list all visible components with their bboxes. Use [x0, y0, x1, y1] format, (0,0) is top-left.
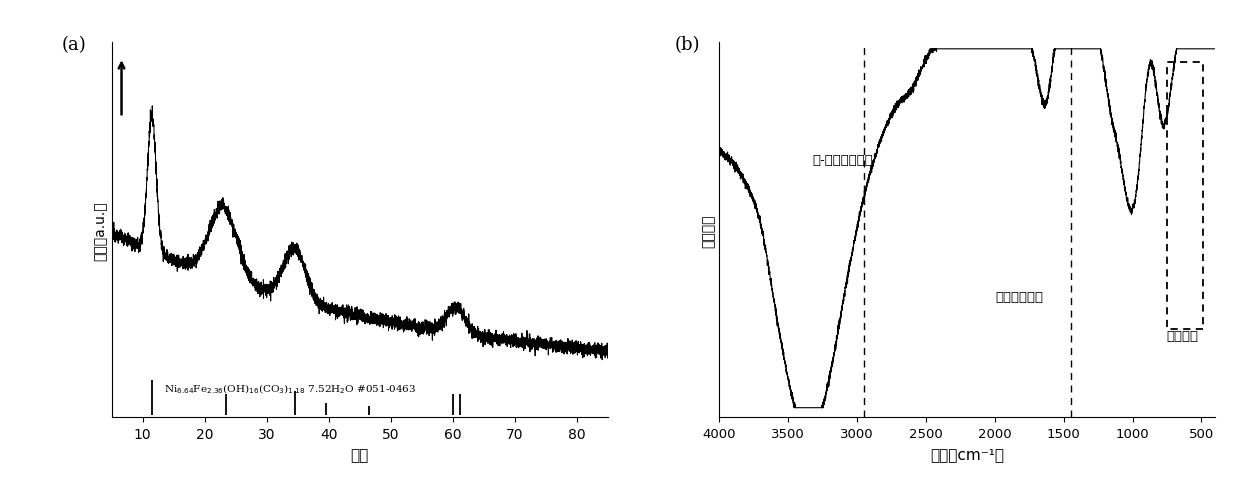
- Text: (a): (a): [62, 36, 87, 54]
- X-axis label: 波数（cm⁻¹）: 波数（cm⁻¹）: [930, 446, 1004, 461]
- Text: Ni$_{6.64}$Fe$_{2.36}$(OH)$_{16}$(CO$_3$)$_{1.18}$ 7.52H$_2$O #051-0463: Ni$_{6.64}$Fe$_{2.36}$(OH)$_{16}$(CO$_3$…: [164, 382, 417, 396]
- Text: (b): (b): [675, 36, 701, 54]
- Text: 水-罧基桥式振动: 水-罧基桥式振动: [813, 154, 873, 167]
- Y-axis label: 强度（a.u.）: 强度（a.u.）: [93, 201, 108, 260]
- X-axis label: 角度: 角度: [351, 447, 368, 462]
- Y-axis label: 相对强度: 相对强度: [701, 214, 715, 247]
- Text: 罧基伸缩振动: 罧基伸缩振动: [996, 291, 1044, 304]
- Text: 羟基转动: 羟基转动: [1166, 330, 1198, 343]
- Bar: [1167, 63, 1203, 330]
